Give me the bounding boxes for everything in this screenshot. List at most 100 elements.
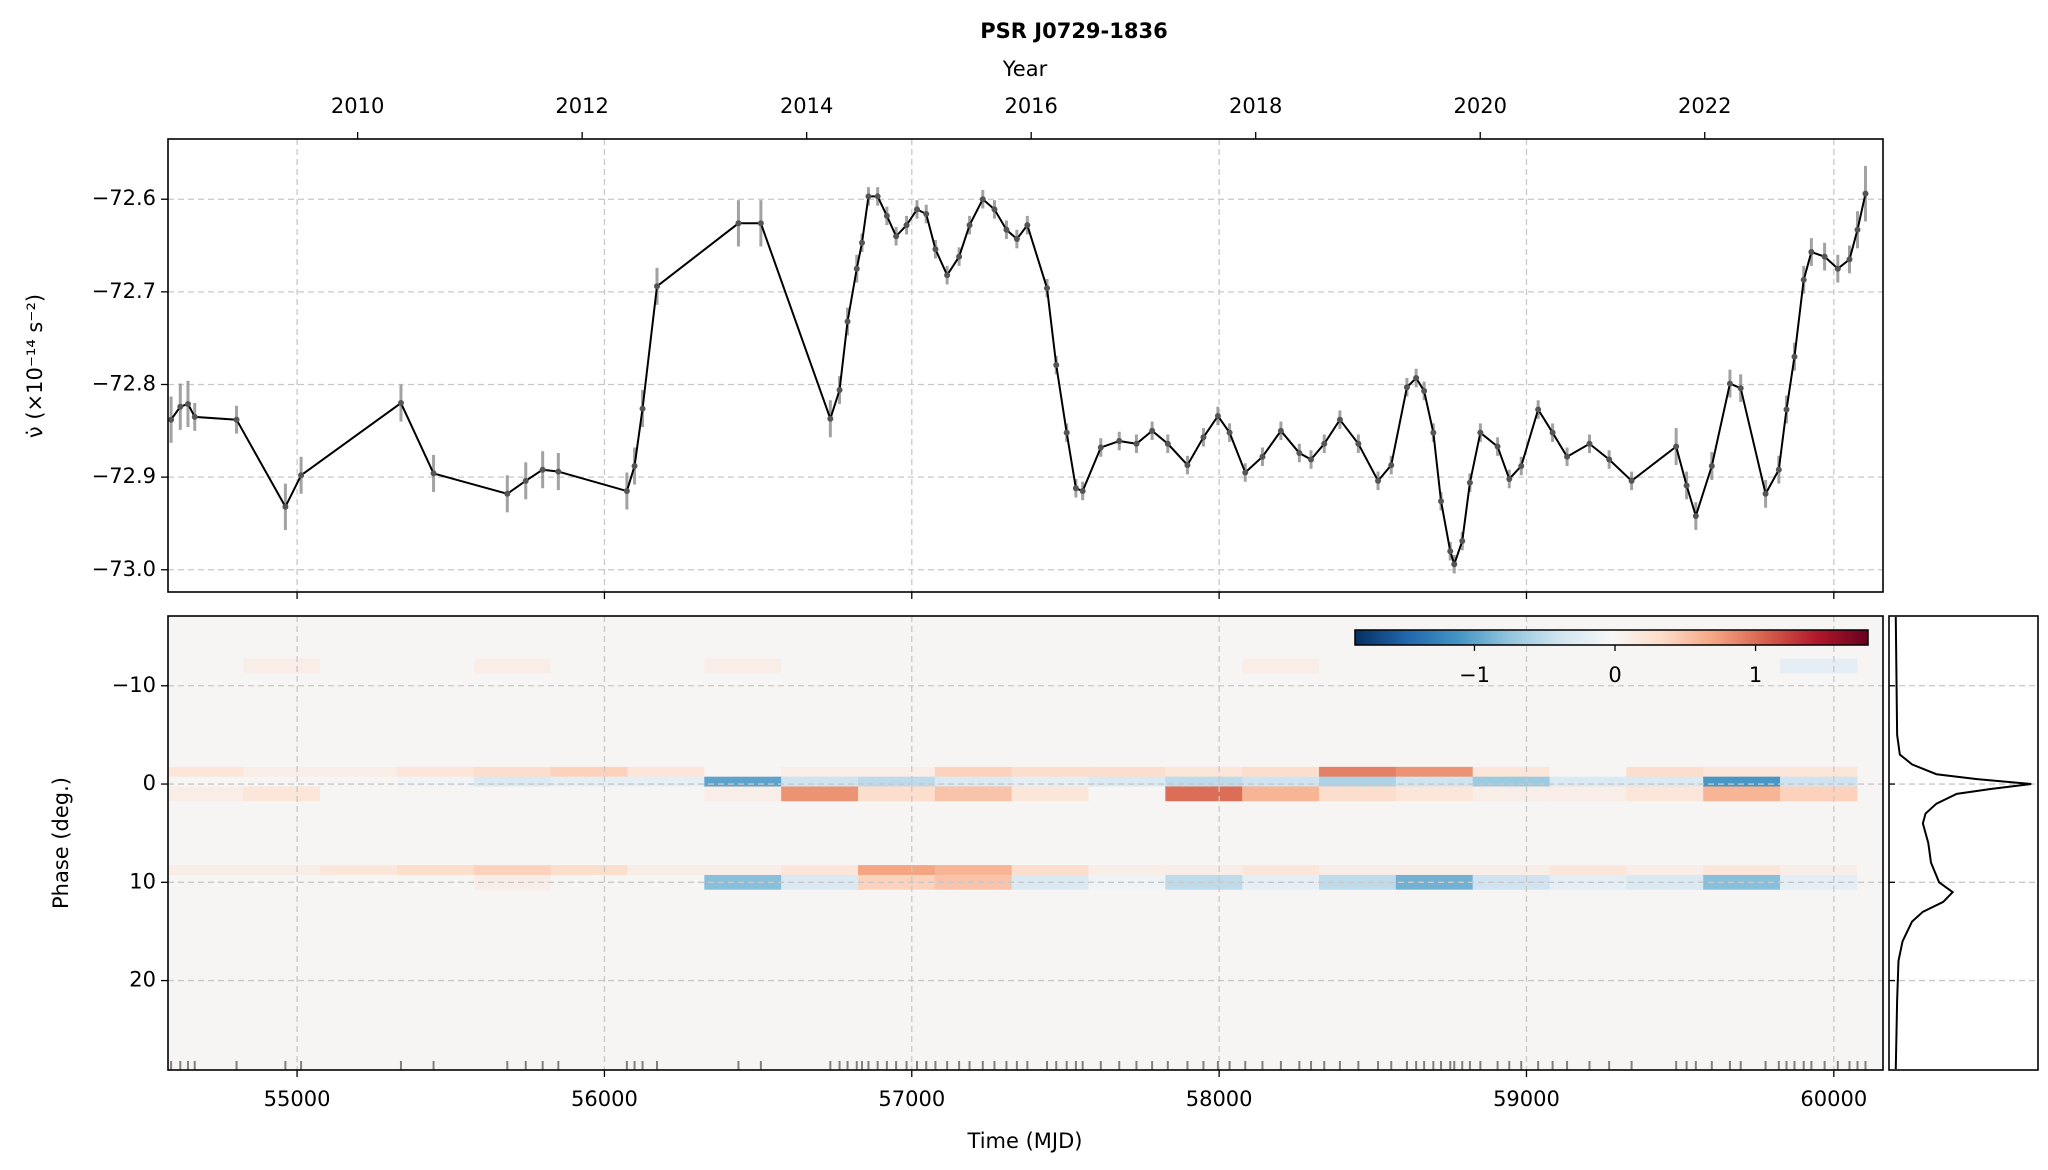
data-point: [233, 416, 240, 423]
data-point: [430, 470, 437, 477]
heatmap-cell: [1165, 786, 1243, 802]
heatmap-cell: [550, 786, 628, 802]
colorbar-tick-label: 1: [1749, 663, 1762, 687]
data-point: [1053, 362, 1060, 369]
heatmap-cell: [1549, 658, 1627, 674]
data-point: [1421, 387, 1428, 394]
heatmap-cell: [1242, 658, 1320, 674]
data-point: [1834, 265, 1841, 272]
data-point: [1783, 406, 1790, 413]
data-point: [1692, 513, 1699, 520]
data-point: [1184, 462, 1191, 469]
heatmap-cell: [627, 786, 705, 802]
data-point: [1586, 440, 1593, 447]
top-tick-label: 2012: [555, 94, 608, 118]
data-point: [1079, 488, 1086, 495]
data-point: [631, 463, 638, 470]
y-tick-label: −72.9: [92, 464, 156, 488]
heatmap-cell: [934, 658, 1013, 674]
heatmap-cell: [1626, 658, 1704, 674]
data-point: [1200, 434, 1207, 441]
x-tick-label: 57000: [878, 1087, 945, 1111]
data-point: [282, 503, 289, 510]
data-point: [1862, 190, 1869, 197]
data-point: [1024, 222, 1031, 229]
data-point: [865, 193, 872, 200]
heatmap-cell: [1011, 658, 1090, 674]
heatmap-cell: [1472, 658, 1551, 674]
data-point: [1535, 406, 1542, 413]
heatmap-cell: [1549, 786, 1627, 802]
data-point: [1459, 538, 1466, 545]
heatmap-cell: [1626, 786, 1704, 802]
heatmap-cell: [243, 658, 321, 674]
top-tick-label: 2014: [780, 94, 833, 118]
data-point: [1388, 462, 1395, 469]
heatmap-cell: [243, 786, 321, 802]
data-point: [1506, 475, 1513, 482]
data-point: [1821, 253, 1828, 260]
data-point: [1116, 438, 1123, 444]
y-tick-label: 20: [129, 968, 156, 992]
data-point: [874, 193, 881, 200]
data-point: [1296, 450, 1303, 457]
data-point: [1726, 380, 1733, 387]
data-point: [1063, 429, 1070, 436]
axes-frame: [167, 615, 1884, 1071]
data-point: [1606, 456, 1613, 463]
heatmap-cell: [320, 786, 398, 802]
data-point: [944, 272, 951, 279]
heatmap-cell: [168, 874, 244, 890]
data-line: [170, 193, 1867, 568]
heatmap-cell: [473, 658, 552, 674]
data-point: [1854, 226, 1861, 233]
heatmap-cell: [704, 658, 782, 674]
y-tick-label: −73.0: [92, 557, 156, 581]
axes-frame: [1888, 615, 2039, 1071]
data-point: [914, 206, 921, 213]
data-point: [883, 212, 890, 219]
data-point: [1403, 384, 1410, 391]
top-tick-label: 2020: [1453, 94, 1506, 118]
data-point: [1430, 429, 1437, 436]
data-point: [1808, 249, 1815, 256]
heatmap-cell: [1011, 786, 1090, 802]
heatmap-cell: [1165, 874, 1243, 890]
data-point: [1451, 561, 1458, 568]
data-point: [1466, 479, 1473, 486]
heatmap-cell: [1703, 658, 1781, 674]
data-point: [653, 283, 660, 290]
top-axis-label: Year: [1002, 57, 1048, 81]
data-point: [298, 472, 305, 479]
top-tick-label: 2022: [1678, 94, 1731, 118]
data-point: [1149, 427, 1156, 434]
data-point: [539, 466, 546, 473]
data-point: [1518, 463, 1525, 470]
heatmap-cell: [396, 874, 475, 890]
data-point: [932, 246, 939, 253]
data-point: [177, 403, 184, 410]
data-point: [903, 222, 910, 229]
heatmap-cell: [1395, 874, 1474, 890]
heatmap-cell: [857, 786, 936, 802]
data-point: [893, 233, 900, 240]
heatmap-cell: [781, 786, 859, 802]
heatmap-cell: [1165, 658, 1243, 674]
colorbar-tick-label: 0: [1608, 663, 1621, 687]
data-point: [522, 477, 529, 484]
heatmap-cell: [473, 786, 552, 802]
heatmap-cell: [1088, 786, 1166, 802]
colorbar-tick-label: −1: [1459, 663, 1490, 687]
data-point: [184, 400, 191, 407]
data-point: [1791, 353, 1798, 360]
heatmap-cell: [1472, 786, 1551, 802]
data-point: [844, 318, 851, 325]
data-point: [1413, 375, 1420, 382]
data-point: [1242, 469, 1249, 476]
data-point: [853, 265, 860, 272]
heatmap-cell: [1319, 786, 1397, 802]
data-point: [623, 488, 630, 495]
data-point: [757, 220, 764, 227]
data-point: [966, 222, 973, 229]
heatmap-cell: [1395, 658, 1474, 674]
